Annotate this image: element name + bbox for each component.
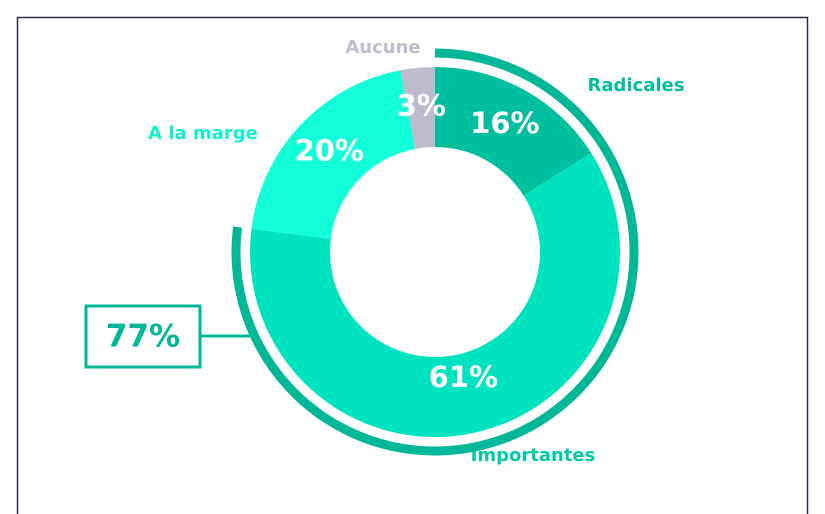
annotation-arc: [231, 48, 639, 456]
annotation-box: [84, 304, 202, 369]
value-label: 20%: [295, 134, 364, 168]
frame: [16, 16, 809, 514]
annotation-label: 77%: [106, 319, 180, 355]
category-label: Radicales: [588, 75, 685, 96]
category-label: A la marge: [148, 123, 258, 144]
value-label: 16%: [470, 106, 539, 140]
category-label: Importantes: [471, 445, 596, 466]
donut-slice: [400, 67, 435, 149]
category-label: Aucune: [345, 37, 420, 58]
value-label: 61%: [429, 360, 498, 394]
donut-slice: [250, 152, 621, 437]
donut-slice: [435, 67, 592, 196]
donut-slice: [251, 70, 416, 239]
value-label: 3%: [397, 89, 446, 123]
